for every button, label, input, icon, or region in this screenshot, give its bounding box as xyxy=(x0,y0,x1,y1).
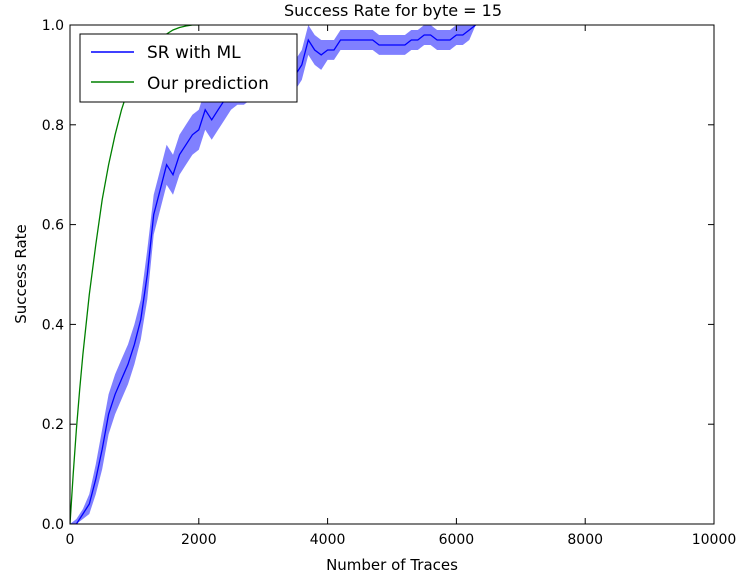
legend-label-sr-with-ml: SR with ML xyxy=(147,43,241,63)
x-tick-label: 0 xyxy=(66,532,75,548)
legend-box xyxy=(79,33,298,103)
y-tick-label: 0.8 xyxy=(42,118,64,134)
plot-frame xyxy=(69,24,715,525)
legend-label-our-prediction: Our prediction xyxy=(147,74,269,94)
x-axis-label: Number of Traces xyxy=(326,556,458,574)
x-tick-label: 8000 xyxy=(567,532,603,548)
y-tick-label: 0.6 xyxy=(42,218,64,234)
x-tick-label: 10000 xyxy=(692,532,737,548)
legend: SR with ML Our prediction xyxy=(79,33,298,103)
x-tick-label: 2000 xyxy=(181,532,217,548)
chart-title: Success Rate for byte = 15 xyxy=(284,1,502,20)
y-tick-label: 0.2 xyxy=(42,417,64,433)
y-tick-label: 1.0 xyxy=(42,18,64,34)
y-tick-label: 0.4 xyxy=(42,317,64,333)
y-axis-label: Success Rate xyxy=(12,224,30,324)
x-tick-label: 4000 xyxy=(310,532,346,548)
y-tick-label: 0.0 xyxy=(42,517,64,533)
x-tick-label: 6000 xyxy=(439,532,475,548)
